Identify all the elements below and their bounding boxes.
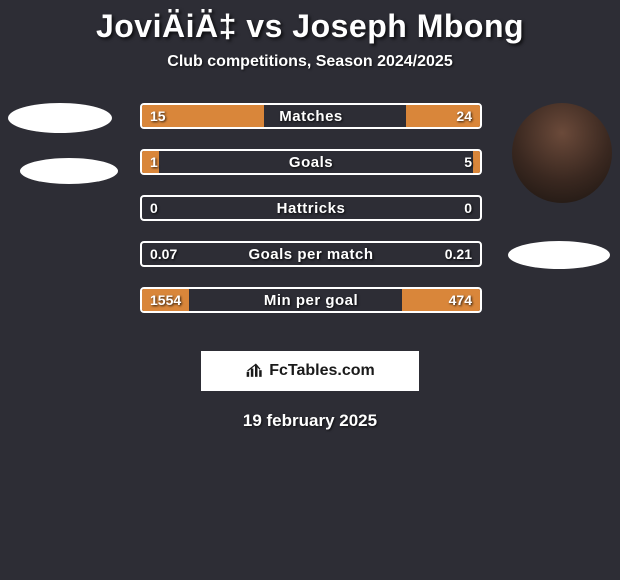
stat-label: Min per goal (142, 289, 480, 311)
date-label: 19 february 2025 (0, 411, 620, 431)
stat-label: Matches (142, 105, 480, 127)
stat-row-hattricks: 0 Hattricks 0 (140, 195, 482, 221)
player-right-badge (508, 241, 610, 269)
stat-right-value: 5 (456, 151, 480, 173)
brand-box: FcTables.com (201, 351, 419, 391)
stat-label: Goals (142, 151, 480, 173)
brand-inner: FcTables.com (203, 353, 417, 389)
bars-chart-icon (245, 363, 265, 379)
stat-row-min-per-goal: 1554 Min per goal 474 (140, 287, 482, 313)
stats-area: 15 Matches 24 1 Goals 5 0 Hattricks 0 (0, 103, 620, 333)
player-left-badge-1 (8, 103, 112, 133)
stat-right-value: 0.21 (437, 243, 480, 265)
player-right-avatar (512, 103, 612, 203)
stat-right-value: 0 (456, 197, 480, 219)
stat-row-matches: 15 Matches 24 (140, 103, 482, 129)
stat-right-value: 24 (448, 105, 480, 127)
stat-row-goals-per-match: 0.07 Goals per match 0.21 (140, 241, 482, 267)
comparison-infographic: JoviÄiÄ‡ vs Joseph Mbong Club competitio… (0, 0, 620, 431)
page-title: JoviÄiÄ‡ vs Joseph Mbong (0, 8, 620, 45)
page-subtitle: Club competitions, Season 2024/2025 (0, 53, 620, 71)
brand-text: FcTables.com (269, 362, 375, 380)
stat-right-value: 474 (441, 289, 480, 311)
stat-label: Goals per match (142, 243, 480, 265)
stat-row-goals: 1 Goals 5 (140, 149, 482, 175)
stat-label: Hattricks (142, 197, 480, 219)
player-left-badge-2 (20, 158, 118, 184)
stat-bars: 15 Matches 24 1 Goals 5 0 Hattricks 0 (140, 103, 482, 333)
